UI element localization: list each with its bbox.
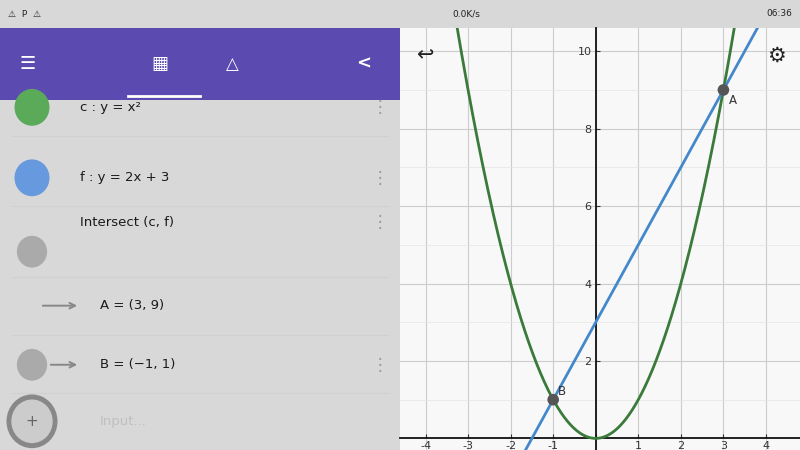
Text: 0.0K/s: 0.0K/s <box>452 9 480 18</box>
Circle shape <box>18 236 46 267</box>
Text: +: + <box>26 414 38 429</box>
Text: ⚙: ⚙ <box>766 45 786 65</box>
Circle shape <box>18 350 46 380</box>
Point <box>717 86 730 94</box>
Text: <: < <box>357 55 371 73</box>
Circle shape <box>15 160 49 196</box>
Circle shape <box>15 90 49 125</box>
Text: B = (−1, 1): B = (−1, 1) <box>100 358 175 371</box>
Text: c : y = x²: c : y = x² <box>80 101 141 114</box>
Text: ⋮: ⋮ <box>372 213 388 231</box>
Text: ⚠  P  ⚠: ⚠ P ⚠ <box>8 9 41 18</box>
Text: Input...: Input... <box>100 415 147 428</box>
Text: Intersect (c, f): Intersect (c, f) <box>80 216 174 229</box>
Text: ↩: ↩ <box>416 45 434 65</box>
Text: ⋮: ⋮ <box>372 169 388 187</box>
Text: ⋮: ⋮ <box>372 99 388 117</box>
Text: A: A <box>729 94 737 107</box>
Text: ☰: ☰ <box>20 55 36 73</box>
Text: A = (3, 9): A = (3, 9) <box>100 299 164 312</box>
Circle shape <box>7 395 57 447</box>
Point <box>546 396 559 403</box>
Bar <box>0 28 400 100</box>
Text: B: B <box>558 385 566 398</box>
Text: ▦: ▦ <box>151 55 169 73</box>
Circle shape <box>12 400 52 442</box>
Text: 06:36: 06:36 <box>766 9 792 18</box>
Text: f : y = 2x + 3: f : y = 2x + 3 <box>80 171 170 184</box>
Text: △: △ <box>226 55 238 73</box>
Text: ⋮: ⋮ <box>372 356 388 374</box>
